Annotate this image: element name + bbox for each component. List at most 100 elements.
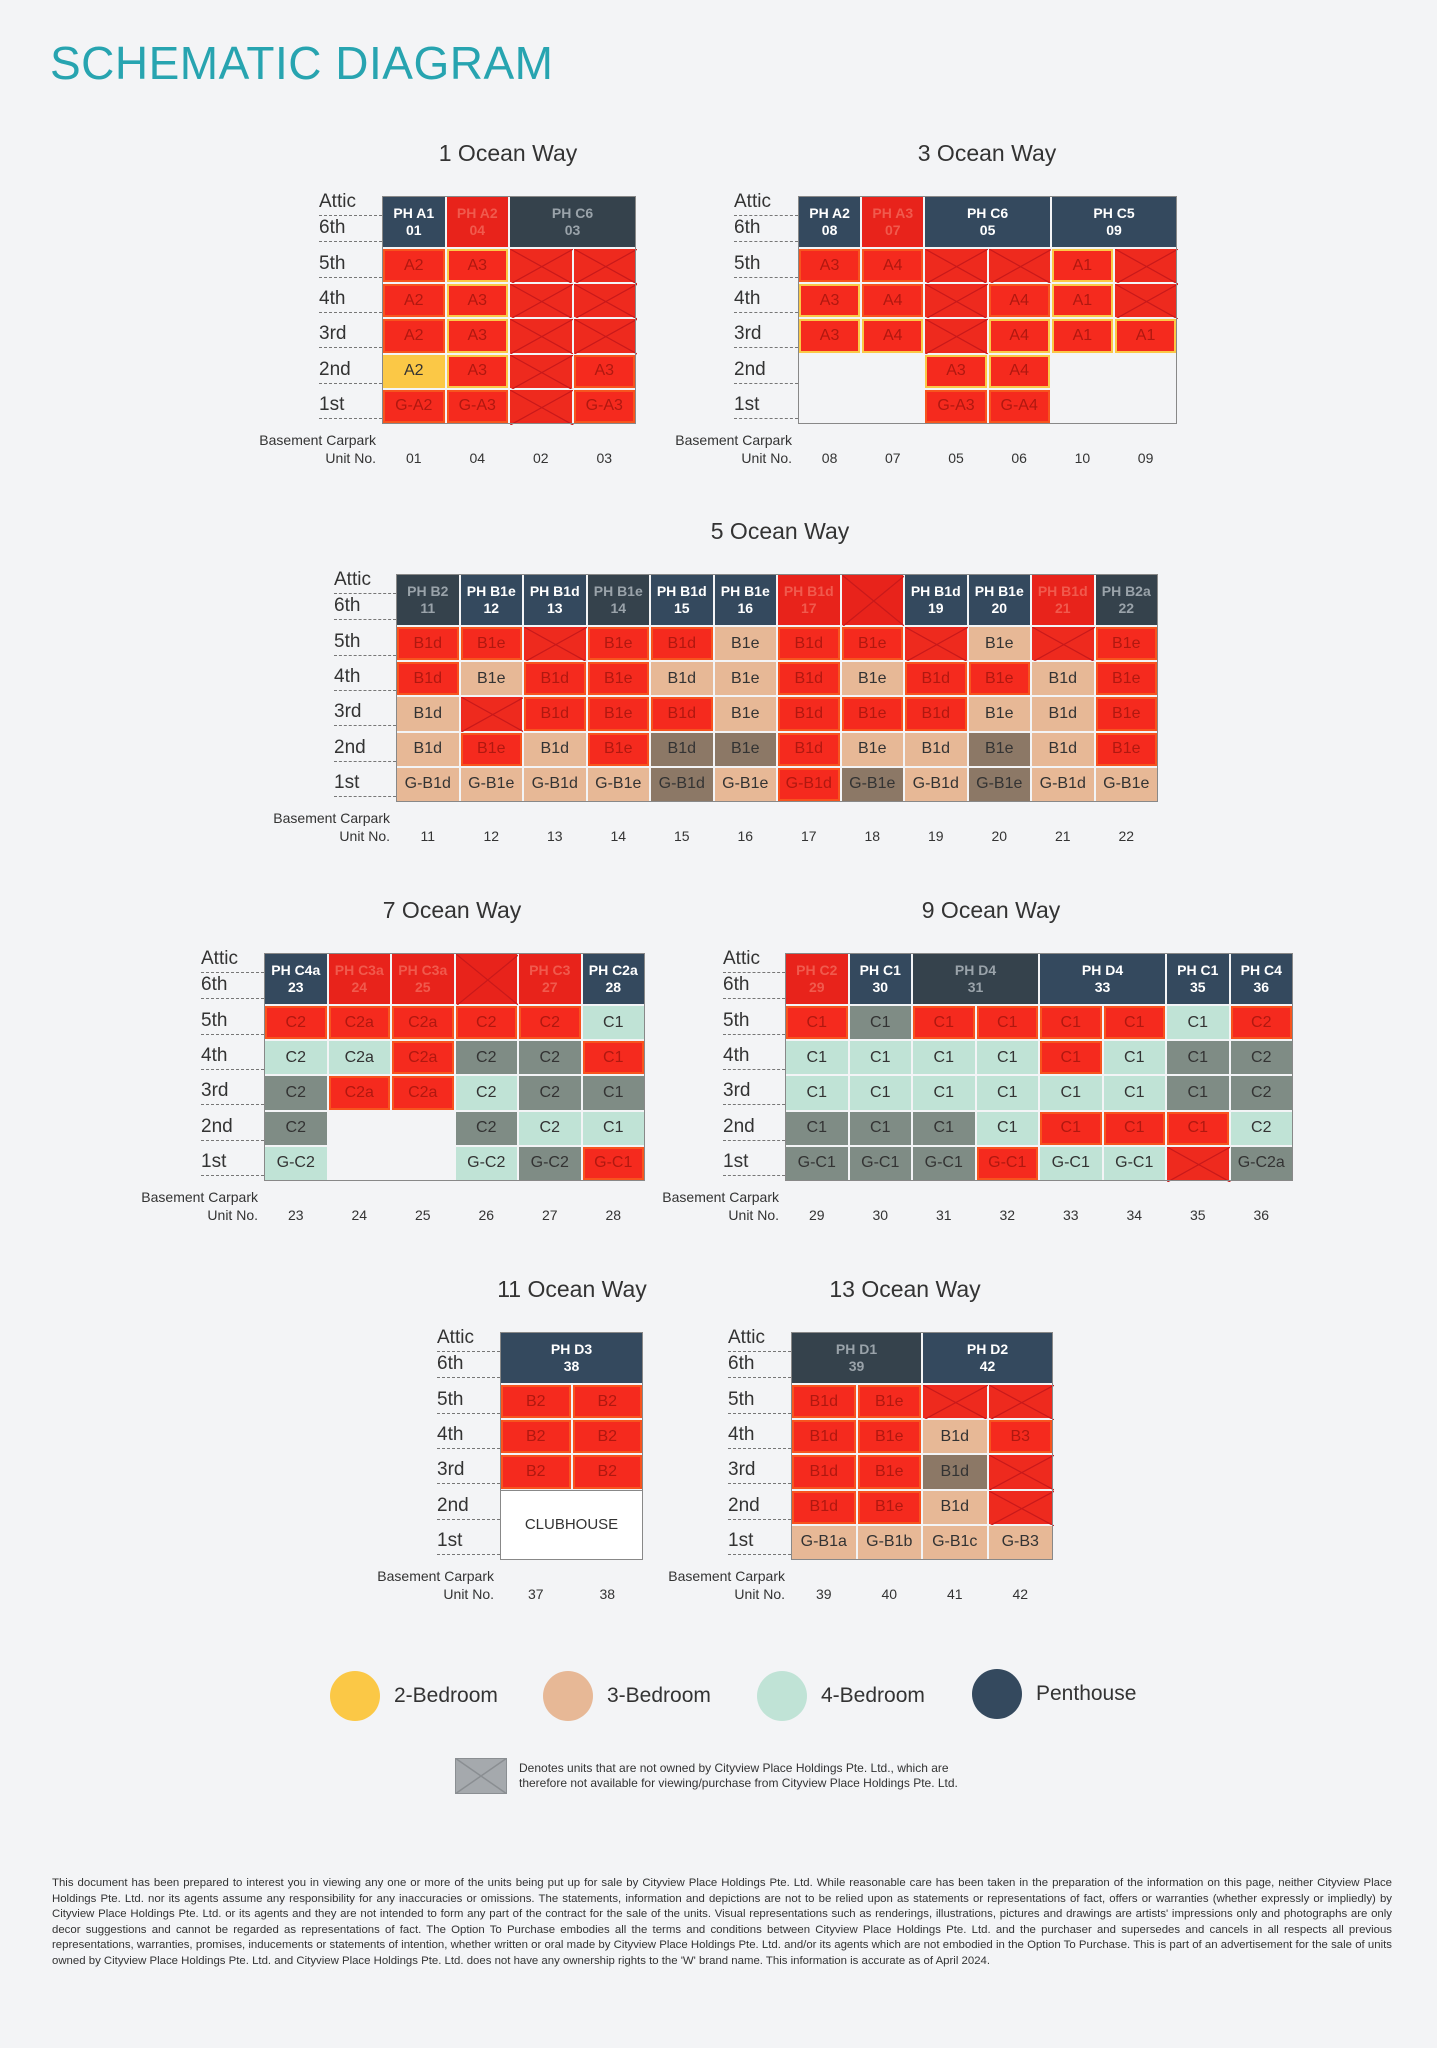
unit-cell[interactable]: B2 bbox=[500, 1419, 572, 1455]
unit-cell[interactable]: A4 bbox=[987, 353, 1051, 389]
unit-cell[interactable]: B1d bbox=[396, 661, 460, 697]
penthouse-unit[interactable]: PH D4 33 bbox=[1039, 953, 1166, 1005]
unit-cell[interactable]: G-A3 bbox=[572, 388, 636, 424]
unit-cell[interactable]: B1e bbox=[856, 1489, 922, 1525]
unit-cell[interactable]: B1d bbox=[777, 661, 841, 697]
unit-cell[interactable]: B1e bbox=[459, 661, 523, 697]
unit-cell[interactable]: G-C1 bbox=[912, 1145, 976, 1181]
unit-cell[interactable]: C2 bbox=[264, 1040, 328, 1076]
penthouse-unit[interactable]: PH B1d 15 bbox=[650, 574, 714, 626]
unit-cell[interactable]: B1e bbox=[586, 696, 650, 732]
unit-cell[interactable]: B1e bbox=[713, 731, 777, 767]
penthouse-unit[interactable]: PH C6 03 bbox=[509, 196, 636, 248]
unit-cell[interactable]: A3 bbox=[445, 283, 509, 319]
unit-cell[interactable]: B1e bbox=[840, 696, 904, 732]
unit-cell[interactable]: B1e bbox=[856, 1454, 922, 1490]
unit-cell[interactable]: B1e bbox=[1094, 661, 1158, 697]
unit-cell[interactable]: C2 bbox=[264, 1110, 328, 1146]
not-owned-unit[interactable] bbox=[924, 248, 989, 285]
unit-cell[interactable]: C2 bbox=[518, 1110, 582, 1146]
unit-cell[interactable]: G-C2 bbox=[518, 1145, 582, 1181]
unit-cell[interactable]: B1e bbox=[967, 661, 1031, 697]
unit-cell[interactable]: C2a bbox=[327, 1040, 391, 1076]
unit-cell[interactable]: A2 bbox=[382, 353, 446, 389]
unit-cell[interactable]: G-A3 bbox=[445, 388, 509, 424]
penthouse-unit[interactable]: PH B1e 20 bbox=[967, 574, 1031, 626]
unit-cell[interactable]: C2a bbox=[327, 1075, 391, 1111]
not-owned-unit[interactable] bbox=[1114, 248, 1179, 285]
unit-cell[interactable]: C2 bbox=[518, 1040, 582, 1076]
unit-cell[interactable]: B1d bbox=[396, 626, 460, 662]
not-owned-unit[interactable] bbox=[922, 1384, 989, 1421]
unit-cell[interactable]: C1 bbox=[848, 1075, 912, 1111]
unit-cell[interactable]: B1d bbox=[523, 731, 587, 767]
not-owned-unit[interactable] bbox=[1114, 283, 1179, 320]
unit-cell[interactable]: A4 bbox=[861, 318, 925, 354]
unit-cell[interactable]: B1e bbox=[1094, 731, 1158, 767]
unit-cell[interactable]: C1 bbox=[848, 1040, 912, 1076]
unit-cell[interactable]: C1 bbox=[581, 1005, 645, 1041]
unit-cell[interactable]: C1 bbox=[975, 1005, 1039, 1041]
penthouse-unit[interactable]: PH B2 11 bbox=[396, 574, 460, 626]
unit-cell[interactable]: C1 bbox=[912, 1040, 976, 1076]
unit-cell[interactable]: B1d bbox=[396, 731, 460, 767]
unit-cell[interactable]: B1d bbox=[1031, 696, 1095, 732]
unit-cell[interactable]: C1 bbox=[1166, 1075, 1230, 1111]
penthouse-unit[interactable]: PH C4 36 bbox=[1229, 953, 1293, 1005]
unit-cell[interactable]: B1e bbox=[586, 626, 650, 662]
unit-cell[interactable]: C1 bbox=[912, 1075, 976, 1111]
penthouse-unit[interactable]: PH D2 42 bbox=[922, 1332, 1053, 1384]
unit-cell[interactable]: G-B1e bbox=[967, 766, 1031, 802]
not-owned-unit[interactable] bbox=[924, 283, 989, 320]
unit-cell[interactable]: B1d bbox=[777, 731, 841, 767]
unit-cell[interactable]: C1 bbox=[1039, 1110, 1103, 1146]
unit-cell[interactable]: B1d bbox=[791, 1454, 857, 1490]
penthouse-unit[interactable]: PH C5 09 bbox=[1050, 196, 1178, 248]
unit-cell[interactable]: C1 bbox=[1166, 1040, 1230, 1076]
unit-cell[interactable]: B1d bbox=[396, 696, 460, 732]
unit-cell[interactable]: C2a bbox=[391, 1075, 455, 1111]
unit-cell[interactable]: B1d bbox=[523, 696, 587, 732]
unit-cell[interactable]: B1d bbox=[922, 1419, 988, 1455]
unit-cell[interactable]: G-B1e bbox=[840, 766, 904, 802]
not-owned-unit[interactable] bbox=[987, 1454, 1054, 1491]
penthouse-unit[interactable]: PH C3 27 bbox=[518, 953, 582, 1005]
penthouse-unit[interactable]: PH B1d 17 bbox=[777, 574, 841, 626]
unit-cell[interactable]: C2 bbox=[454, 1110, 518, 1146]
penthouse-unit[interactable]: PH D3 38 bbox=[500, 1332, 643, 1384]
unit-cell[interactable]: G-B1e bbox=[459, 766, 523, 802]
unit-cell[interactable]: B1d bbox=[1031, 661, 1095, 697]
penthouse-unit[interactable]: PH B1d 13 bbox=[523, 574, 587, 626]
not-owned-unit[interactable] bbox=[509, 318, 574, 355]
unit-cell[interactable]: B1d bbox=[777, 626, 841, 662]
unit-cell[interactable]: B1d bbox=[777, 696, 841, 732]
not-owned-unit[interactable] bbox=[987, 1384, 1054, 1421]
unit-cell[interactable]: C1 bbox=[785, 1005, 849, 1041]
unit-cell[interactable]: A3 bbox=[798, 283, 862, 319]
unit-cell[interactable]: B1d bbox=[1031, 731, 1095, 767]
not-owned-unit[interactable] bbox=[924, 318, 989, 355]
unit-cell[interactable]: B1e bbox=[713, 696, 777, 732]
unit-cell[interactable]: B1e bbox=[586, 731, 650, 767]
unit-cell[interactable]: A4 bbox=[987, 318, 1051, 354]
unit-cell[interactable]: G-C1 bbox=[581, 1145, 645, 1181]
not-owned-unit[interactable] bbox=[509, 353, 574, 390]
unit-cell[interactable]: G-B1d bbox=[650, 766, 714, 802]
unit-cell[interactable]: G-A2 bbox=[382, 388, 446, 424]
unit-cell[interactable]: A1 bbox=[1114, 318, 1178, 354]
unit-cell[interactable]: G-C1 bbox=[1039, 1145, 1103, 1181]
unit-cell[interactable]: B2 bbox=[500, 1384, 572, 1420]
unit-cell[interactable]: B2 bbox=[571, 1419, 643, 1455]
unit-cell[interactable]: B1d bbox=[523, 661, 587, 697]
penthouse-unit[interactable]: PH A3 07 bbox=[861, 196, 925, 248]
unit-cell[interactable]: B1d bbox=[791, 1419, 857, 1455]
penthouse-unit[interactable]: PH D4 31 bbox=[912, 953, 1039, 1005]
unit-cell[interactable]: B1d bbox=[650, 731, 714, 767]
unit-cell[interactable]: B1d bbox=[791, 1384, 857, 1420]
unit-cell[interactable]: B1d bbox=[650, 661, 714, 697]
penthouse-unit[interactable]: PH C3a 25 bbox=[391, 953, 455, 1005]
unit-cell[interactable]: C1 bbox=[1039, 1075, 1103, 1111]
not-owned-unit[interactable] bbox=[572, 318, 637, 355]
unit-cell[interactable]: C1 bbox=[975, 1110, 1039, 1146]
penthouse-unit[interactable]: PH A1 01 bbox=[382, 196, 446, 248]
